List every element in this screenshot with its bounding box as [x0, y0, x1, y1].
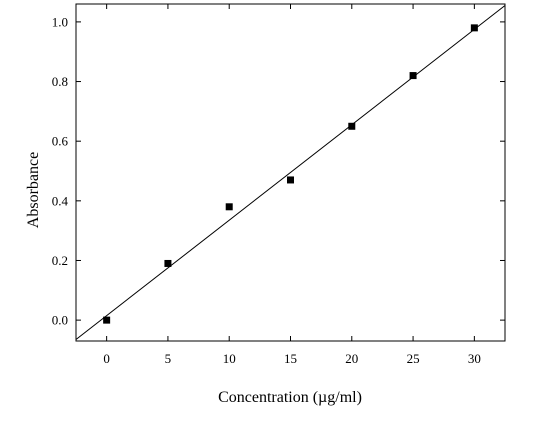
- y-tick-label: 0.6: [52, 134, 69, 149]
- y-tick-label: 0.4: [52, 193, 69, 208]
- y-tick-label: 0.8: [52, 74, 68, 89]
- data-point: [164, 259, 172, 267]
- y-tick-label: 0.0: [52, 313, 68, 328]
- data-point: [287, 176, 294, 184]
- data-point: [470, 24, 478, 32]
- x-tick-label: 20: [345, 351, 358, 366]
- data-point: [103, 316, 111, 324]
- data-points-layer: [103, 24, 478, 324]
- linear-fit-line: [75, 5, 506, 340]
- x-tick-label: 0: [103, 351, 110, 366]
- x-axis-title: Concentration (µg/ml): [218, 389, 362, 406]
- data-point: [225, 203, 233, 211]
- y-axis-title: Absorbance: [25, 152, 42, 228]
- x-tick-label: 15: [284, 351, 297, 366]
- x-tick-label: 30: [468, 351, 481, 366]
- data-point: [348, 122, 356, 130]
- x-tick-label: 10: [223, 351, 236, 366]
- x-tick-label: 5: [165, 351, 172, 366]
- y-tick-label: 1.0: [52, 14, 68, 29]
- data-point: [409, 72, 417, 80]
- x-tick-label: 25: [407, 351, 420, 366]
- tick-layer: 0 5 10 15 20 25 30 0.0 0.2 0.4 0.6 0.8 1.0: [52, 4, 505, 366]
- y-tick-label: 0.2: [52, 253, 68, 268]
- fit-line-layer: [75, 5, 506, 340]
